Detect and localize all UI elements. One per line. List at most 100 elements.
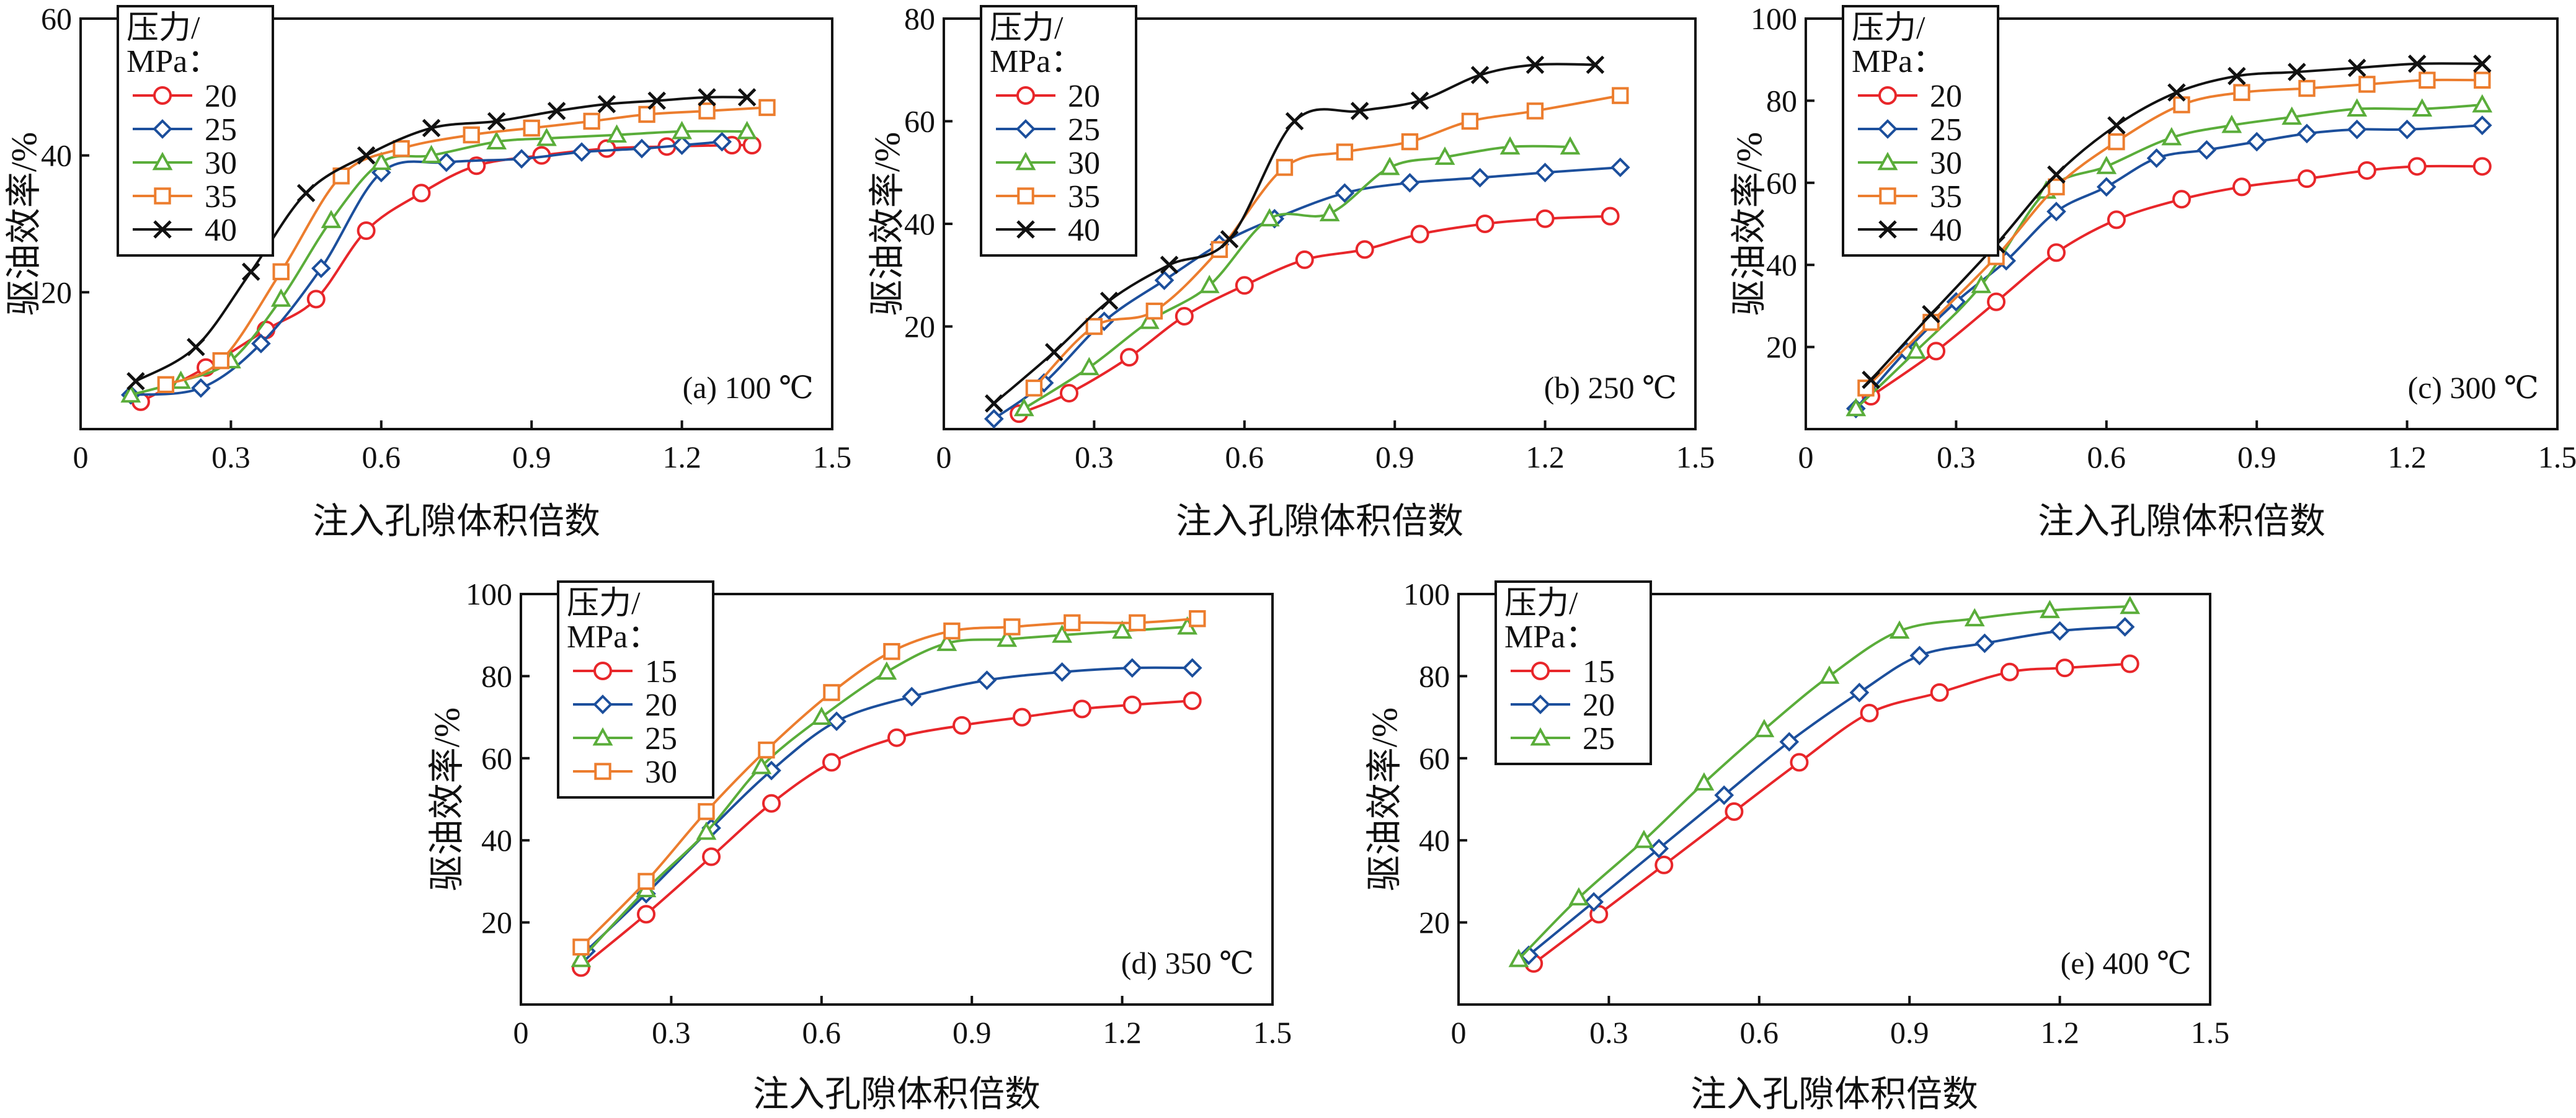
circle-marker — [1878, 86, 1897, 105]
square-marker — [637, 872, 655, 890]
circle-marker — [762, 794, 781, 813]
diamond-marker — [672, 135, 692, 155]
cross-marker — [153, 220, 172, 239]
legend-box — [1495, 580, 1652, 765]
square-marker — [1017, 187, 1034, 205]
circle-marker — [742, 136, 762, 155]
circle-marker — [1987, 292, 2006, 311]
legend-label: 30 — [1930, 146, 1962, 181]
square-marker — [1857, 379, 1875, 397]
cross-marker — [487, 112, 506, 131]
triangle-marker — [1694, 772, 1715, 791]
diamond-marker — [1016, 119, 1036, 139]
cross-marker — [1470, 66, 1490, 84]
circle-marker — [887, 728, 906, 747]
square-marker — [212, 352, 229, 370]
legend-label: 15 — [645, 654, 677, 690]
tick-layer: 0 0.3 0.6 0.9 1.2 1.5 20 40 60 80 100 — [1403, 577, 2229, 1050]
circle-marker — [2047, 243, 2066, 262]
triangle-marker — [152, 151, 173, 171]
triangle-marker — [2120, 595, 2141, 614]
series-35 — [157, 99, 776, 393]
cross-marker — [187, 337, 205, 357]
x-tick-label: 0.6 — [1740, 1015, 1779, 1050]
legend-label: 40 — [1068, 213, 1100, 248]
triangle-marker — [876, 661, 897, 680]
diamond-marker — [1154, 270, 1175, 290]
x-tick-label: 1.2 — [1526, 440, 1565, 474]
series-15 — [571, 691, 1202, 977]
plot-frame — [1805, 17, 2559, 430]
legend-label: 20 — [1930, 79, 1962, 114]
x-tick-label: 0.9 — [1375, 440, 1415, 474]
diamond-marker — [712, 131, 732, 152]
square-marker — [393, 140, 410, 157]
x-tick-label: 1.5 — [2538, 440, 2576, 474]
cross-marker — [597, 95, 616, 113]
circle-marker — [1016, 86, 1035, 105]
series-line — [1023, 144, 1571, 410]
circle-marker — [1355, 240, 1374, 259]
square-marker — [1129, 614, 1146, 632]
circle-marker — [593, 662, 612, 680]
legend-title: MPa： — [1504, 619, 1597, 655]
x-tick-label: 1.2 — [2040, 1015, 2079, 1050]
x-tick-label: 1.5 — [813, 440, 852, 474]
x-axis-label: 注入孔隙体积倍数 — [1690, 1074, 1978, 1114]
triangle-marker — [486, 131, 507, 149]
triangle-marker — [2412, 98, 2433, 117]
triangle-marker — [1845, 397, 1867, 417]
series-line — [580, 625, 1188, 961]
legend-box — [557, 580, 714, 799]
circle-marker — [2107, 210, 2126, 229]
diamond-marker — [1122, 658, 1142, 678]
triangle-marker — [1052, 624, 1073, 643]
legend-label: 40 — [1930, 213, 1962, 248]
triangle-marker — [2040, 600, 2060, 618]
series-30 — [572, 610, 1206, 956]
circle-marker — [1725, 802, 1744, 821]
legend-title: 压力/ — [567, 586, 641, 621]
panel-a-100c: 0 0.3 0.6 0.9 1.2 1.5 20 40 60 (a) 100 ℃ 注入孔隙体积倍… — [4, 1, 851, 541]
y-axis-label: 驱油效率/% — [1729, 132, 1769, 316]
square-marker — [1461, 112, 1479, 130]
diamond-marker — [1909, 646, 1930, 666]
series-layer — [1508, 595, 2141, 973]
triangle-marker — [1560, 136, 1581, 155]
legend-label: 25 — [1930, 112, 1962, 148]
triangle-marker — [120, 384, 141, 403]
circle-marker — [1410, 224, 1429, 244]
diamond-marker — [632, 138, 652, 159]
panel-d-350c: 0 0.3 0.6 0.9 1.2 1.5 20 40 60 80 100 (d) 350 ℃ 注入… — [427, 577, 1292, 1114]
triangle-marker — [536, 127, 557, 146]
x-axis-label: 注入孔隙体积倍数 — [313, 501, 600, 541]
y-tick-label: 20 — [1419, 905, 1450, 940]
diamond-marker — [1714, 785, 1734, 805]
triangle-marker — [1078, 357, 1099, 376]
triangle-marker — [1434, 146, 1455, 165]
diamond-marker — [1470, 167, 1490, 188]
series-line — [1527, 625, 2125, 957]
x-tick-label: 1.5 — [1676, 440, 1715, 474]
x-tick-label: 0.3 — [1937, 440, 1976, 474]
y-tick-label: 20 — [481, 905, 512, 940]
legend-label: 15 — [1583, 654, 1615, 690]
cross-marker — [296, 184, 316, 203]
series-line — [1033, 94, 1621, 389]
x-tick-label: 0.9 — [953, 1015, 992, 1050]
cross-marker — [1862, 370, 1880, 389]
triangle-marker — [321, 210, 342, 228]
series-35 — [1025, 87, 1629, 397]
square-marker — [1336, 143, 1354, 161]
circle-marker — [153, 86, 172, 105]
circle-marker — [1475, 215, 1495, 233]
square-marker — [758, 99, 776, 117]
cross-marker — [2407, 55, 2427, 73]
diamond-marker — [1878, 119, 1898, 139]
triangle-marker — [1379, 156, 1400, 175]
circle-marker — [822, 753, 841, 772]
diamond-marker — [2046, 202, 2066, 221]
diamond-marker — [2196, 140, 2217, 160]
y-tick-label: 60 — [904, 104, 935, 139]
series-line — [585, 666, 1193, 952]
